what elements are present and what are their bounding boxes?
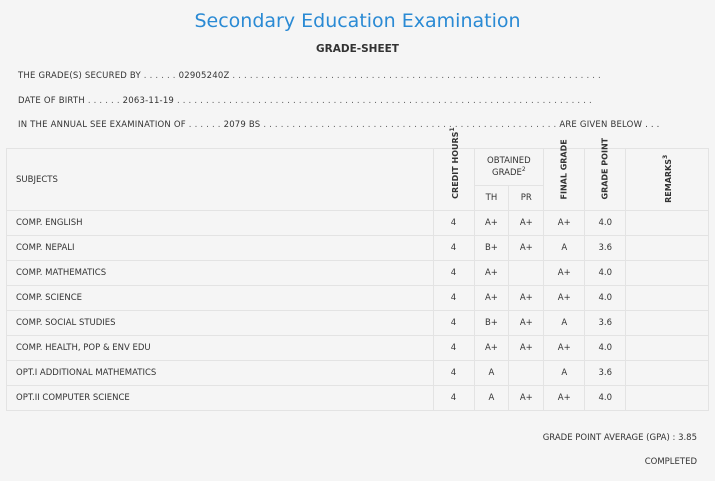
final-grade-label: FINAL GRADE — [559, 138, 569, 199]
credit-cell: 4 — [432, 210, 475, 236]
subject-cell: COMP. SCIENCE — [6, 285, 434, 311]
subject-cell: COMP. MATHEMATICS — [6, 260, 434, 286]
dob-label: DATE OF BIRTH — [18, 96, 85, 106]
remarks-cell — [625, 285, 709, 311]
remarks-sup: 3 — [662, 154, 670, 160]
subject-cell: COMP. ENGLISH — [6, 210, 434, 236]
final-grade-cell: A — [543, 310, 586, 336]
credit-cell: 4 — [432, 310, 475, 336]
gpa-summary: GRADE POINT AVERAGE (GPA) : 3.85 — [542, 433, 697, 443]
subject-cell: OPT.II COMPUTER SCIENCE — [6, 385, 434, 411]
table-row: COMP. ENGLISH 4 A+ A+ A+ 4.0 — [6, 210, 709, 236]
remarks-cell — [625, 210, 709, 236]
remarks-cell — [625, 335, 709, 361]
credit-hours-label: CREDIT HOURS — [450, 131, 460, 199]
remarks-label: REMARKS — [663, 159, 673, 204]
grade-sheet-subtitle: GRADE-SHEET — [316, 43, 399, 55]
grade-point-cell: 4.0 — [584, 285, 627, 311]
grades-secured-line: THE GRADE(S) SECURED BY . . . . . . 0290… — [18, 71, 601, 81]
final-grade-cell: A+ — [543, 335, 586, 361]
th-grade-cell: A — [473, 385, 510, 411]
credit-cell: 4 — [432, 285, 475, 311]
grade-point-header: GRADE POINT — [584, 137, 627, 211]
th-header: TH — [473, 185, 510, 211]
final-grade-cell: A — [543, 235, 586, 261]
obtained-grade-sup: 2 — [521, 166, 526, 174]
remarks-header: REMARKS3 — [625, 148, 709, 211]
table-row: OPT.I ADDITIONAL MATHEMATICS 4 A A 3.6 — [6, 360, 709, 386]
grade-point-cell: 4.0 — [584, 260, 627, 286]
remarks-cell — [625, 360, 709, 386]
remarks-cell — [625, 385, 709, 411]
remarks-cell — [625, 260, 709, 286]
table-row: COMP. MATHEMATICS 4 A+ A+ 4.0 — [6, 260, 709, 286]
credit-cell: 4 — [432, 385, 475, 411]
grade-point-cell: 4.0 — [584, 385, 627, 411]
credit-cell: 4 — [432, 335, 475, 361]
remarks-cell — [625, 235, 709, 261]
exam-label: IN THE ANNUAL SEE EXAMINATION OF — [18, 120, 186, 130]
pr-grade-cell: A+ — [508, 335, 545, 361]
pr-grade-cell: A+ — [508, 285, 545, 311]
final-grade-cell: A+ — [543, 385, 586, 411]
final-grade-cell: A+ — [543, 285, 586, 311]
pr-grade-cell — [508, 360, 545, 386]
th-grade-cell: A+ — [473, 210, 510, 236]
th-grade-cell: B+ — [473, 235, 510, 261]
pr-grade-cell: A+ — [508, 210, 545, 236]
final-grade-cell: A+ — [543, 260, 586, 286]
pr-grade-cell — [508, 260, 545, 286]
credit-cell: 4 — [432, 360, 475, 386]
th-grade-cell: A+ — [473, 285, 510, 311]
page-title: Secondary Education Examination — [194, 10, 521, 32]
credit-hours-sup: 1 — [448, 127, 456, 132]
credit-cell: 4 — [432, 260, 475, 286]
grade-point-cell: 3.6 — [584, 360, 627, 386]
table-row: COMP. HEALTH, POP & ENV EDU 4 A+ A+ A+ 4… — [6, 335, 709, 361]
th-grade-cell: A+ — [473, 260, 510, 286]
credit-cell: 4 — [432, 235, 475, 261]
final-grade-cell: A+ — [543, 210, 586, 236]
th-grade-cell: B+ — [473, 310, 510, 336]
subject-cell: COMP. HEALTH, POP & ENV EDU — [6, 335, 434, 361]
th-grade-cell: A — [473, 360, 510, 386]
subjects-header: SUBJECTS — [6, 148, 434, 211]
grade-point-label: GRADE POINT — [600, 137, 610, 199]
grade-point-cell: 4.0 — [584, 335, 627, 361]
subject-cell: OPT.I ADDITIONAL MATHEMATICS — [6, 360, 434, 386]
grades-secured-label: THE GRADE(S) SECURED BY — [18, 71, 141, 81]
grade-table: SUBJECTS CREDIT HOURS1 OBTAINED GRADE2 F… — [6, 128, 709, 411]
result-status: COMPLETED — [644, 457, 697, 467]
grade-point-cell: 3.6 — [584, 235, 627, 261]
final-grade-cell: A — [543, 360, 586, 386]
pr-grade-cell: A+ — [508, 235, 545, 261]
pr-grade-cell: A+ — [508, 385, 545, 411]
table-row: OPT.II COMPUTER SCIENCE 4 A A+ A+ 4.0 — [6, 385, 709, 411]
obtained-grade-header: OBTAINED GRADE2 — [473, 148, 545, 186]
dob-value: 2063-11-19 — [122, 96, 175, 106]
pr-grade-cell: A+ — [508, 310, 545, 336]
table-row: COMP. SCIENCE 4 A+ A+ A+ 4.0 — [6, 285, 709, 311]
subject-cell: COMP. SOCIAL STUDIES — [6, 310, 434, 336]
symbol-number: 02905240Z — [178, 71, 230, 81]
exam-suffix: ARE GIVEN BELOW . . . — [559, 120, 660, 130]
dob-line: DATE OF BIRTH . . . . . . 2063-11-19 . .… — [18, 96, 592, 106]
obtained-grade-label: OBTAINED GRADE — [487, 156, 531, 178]
exam-year: 2079 BS — [223, 120, 261, 130]
grade-point-cell: 3.6 — [584, 310, 627, 336]
final-grade-header: FINAL GRADE — [543, 138, 586, 211]
exam-line: IN THE ANNUAL SEE EXAMINATION OF . . . .… — [18, 120, 660, 130]
pr-header: PR — [508, 185, 545, 211]
remarks-cell — [625, 310, 709, 336]
grade-point-cell: 4.0 — [584, 210, 627, 236]
credit-hours-header: CREDIT HOURS1 — [432, 128, 475, 211]
table-row: COMP. SOCIAL STUDIES 4 B+ A+ A 3.6 — [6, 310, 709, 336]
table-row: COMP. NEPALI 4 B+ A+ A 3.6 — [6, 235, 709, 261]
subject-cell: COMP. NEPALI — [6, 235, 434, 261]
th-grade-cell: A+ — [473, 335, 510, 361]
